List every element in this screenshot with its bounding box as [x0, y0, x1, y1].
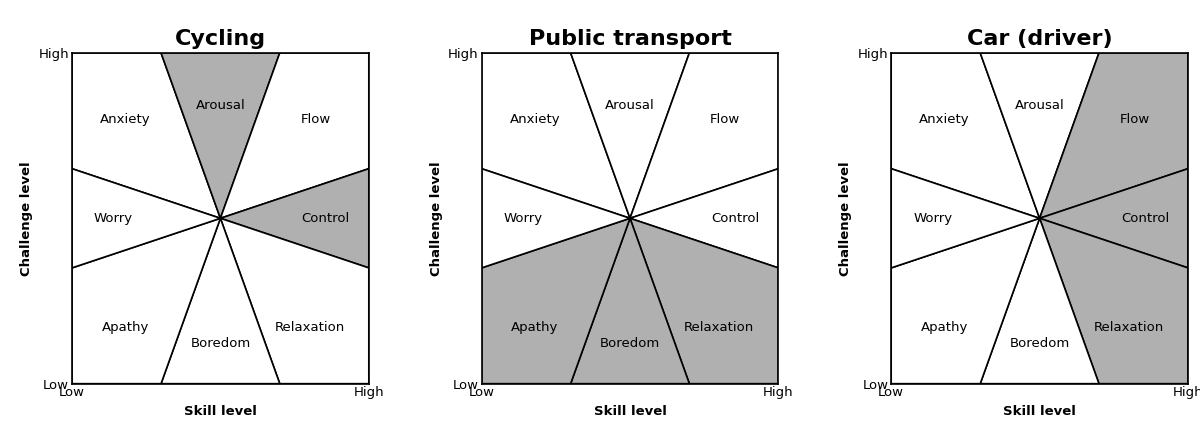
Text: Apathy: Apathy — [920, 321, 968, 334]
Text: Anxiety: Anxiety — [919, 112, 970, 126]
Polygon shape — [72, 53, 221, 218]
Y-axis label: Challenge level: Challenge level — [20, 161, 34, 276]
Text: Arousal: Arousal — [1015, 99, 1064, 112]
Polygon shape — [630, 53, 779, 218]
Text: Flow: Flow — [1120, 112, 1150, 126]
Text: Boredom: Boredom — [600, 337, 660, 351]
Polygon shape — [571, 218, 689, 384]
Text: Control: Control — [301, 212, 350, 225]
Text: Anxiety: Anxiety — [510, 112, 560, 126]
Polygon shape — [980, 53, 1099, 218]
Polygon shape — [892, 168, 1039, 268]
Text: Relaxation: Relaxation — [275, 321, 344, 334]
Text: Worry: Worry — [504, 212, 542, 225]
Polygon shape — [481, 168, 630, 268]
Polygon shape — [221, 218, 368, 384]
Y-axis label: Challenge level: Challenge level — [430, 161, 443, 276]
Polygon shape — [481, 53, 630, 218]
Polygon shape — [571, 53, 689, 218]
Text: Arousal: Arousal — [605, 99, 655, 112]
Polygon shape — [161, 218, 280, 384]
Polygon shape — [72, 168, 221, 268]
Text: Apathy: Apathy — [511, 321, 559, 334]
Polygon shape — [221, 168, 368, 268]
Polygon shape — [1039, 53, 1188, 218]
Text: Control: Control — [712, 212, 760, 225]
Text: Worry: Worry — [913, 212, 953, 225]
X-axis label: Skill level: Skill level — [1003, 405, 1076, 418]
Polygon shape — [481, 218, 630, 384]
Polygon shape — [630, 168, 779, 268]
Polygon shape — [221, 53, 368, 218]
Polygon shape — [161, 53, 280, 218]
Text: Boredom: Boredom — [191, 337, 251, 351]
Polygon shape — [1039, 218, 1188, 384]
Polygon shape — [630, 218, 779, 384]
X-axis label: Skill level: Skill level — [594, 405, 666, 418]
Text: Anxiety: Anxiety — [100, 112, 151, 126]
Polygon shape — [1039, 168, 1188, 268]
Text: Arousal: Arousal — [196, 99, 245, 112]
Title: Cycling: Cycling — [175, 29, 266, 49]
Text: Boredom: Boredom — [1009, 337, 1069, 351]
Polygon shape — [980, 218, 1099, 384]
X-axis label: Skill level: Skill level — [184, 405, 257, 418]
Title: Public transport: Public transport — [528, 29, 732, 49]
Text: Flow: Flow — [710, 112, 740, 126]
Text: Control: Control — [1121, 212, 1169, 225]
Polygon shape — [892, 218, 1039, 384]
Polygon shape — [892, 53, 1039, 218]
Title: Car (driver): Car (driver) — [967, 29, 1112, 49]
Text: Relaxation: Relaxation — [684, 321, 754, 334]
Text: Worry: Worry — [94, 212, 133, 225]
Text: Flow: Flow — [300, 112, 330, 126]
Y-axis label: Challenge level: Challenge level — [839, 161, 852, 276]
Text: Apathy: Apathy — [102, 321, 149, 334]
Polygon shape — [72, 218, 221, 384]
Text: Relaxation: Relaxation — [1093, 321, 1164, 334]
